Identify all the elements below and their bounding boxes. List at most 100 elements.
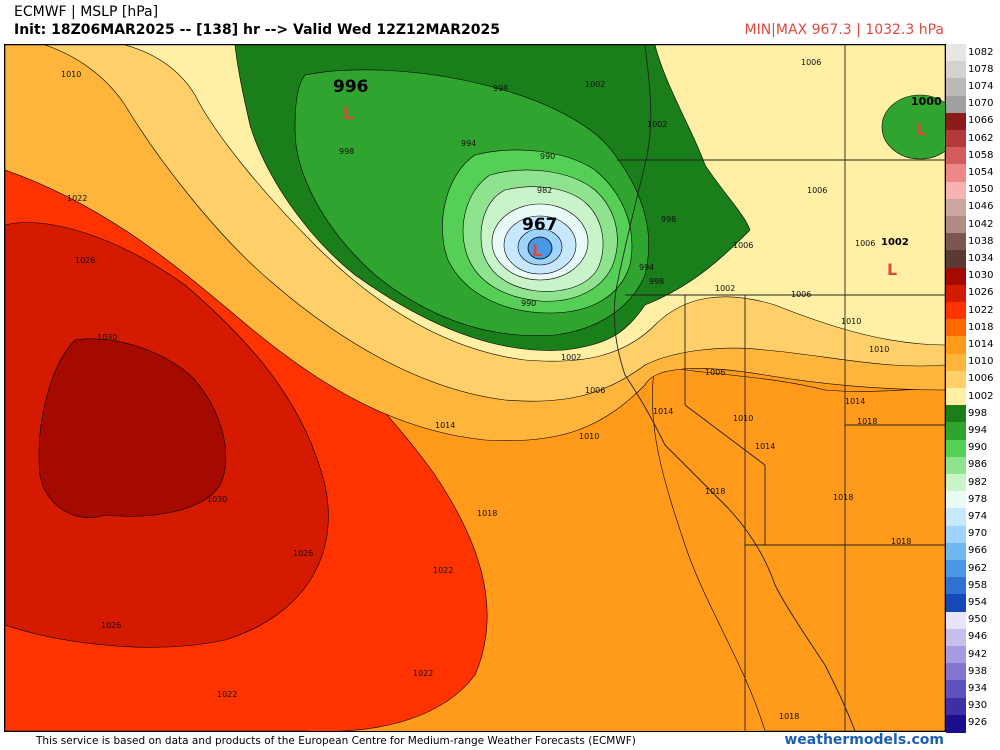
isobar-label: 1030	[207, 495, 227, 504]
legend-label: 1050	[968, 184, 994, 196]
isobar-label: 1006	[807, 186, 827, 195]
isobar-label: 1006	[791, 290, 811, 299]
legend-swatch	[946, 130, 966, 148]
isobar-label: 1002	[715, 284, 735, 293]
pressure-map: 1010 1022 1026 1030 1030 1026 1026 1022 …	[4, 44, 946, 732]
legend-swatch	[946, 250, 966, 269]
color-legend: 1082 1078 1074 1070 1066 1062 1058 1054 1050 1046…	[946, 44, 1000, 733]
brand-link[interactable]: weathermodels.com	[784, 732, 944, 748]
legend-label: 946	[968, 631, 988, 643]
legend-swatch	[946, 697, 966, 716]
isobar-label: 994	[639, 263, 654, 272]
legend-swatch	[946, 422, 966, 441]
legend-swatch	[946, 302, 966, 320]
legend-label: 1038	[968, 235, 994, 247]
legend-label: 986	[968, 459, 988, 471]
coastline	[613, 45, 856, 731]
legend-label: 1034	[968, 253, 994, 264]
legend-label: 990	[968, 442, 988, 454]
legend-swatch	[946, 319, 966, 338]
isobar-label: 998	[339, 147, 354, 156]
legend-label: 982	[968, 476, 988, 488]
isobar-labels: 1010 1022 1026 1030 1030 1026 1026 1022 …	[61, 58, 911, 721]
isobar-label: 982	[537, 186, 552, 195]
isobar-label: 1030	[97, 333, 117, 342]
isobar-label: 1018	[779, 712, 799, 721]
legend-label: 978	[968, 493, 988, 505]
legend-swatch	[946, 353, 966, 372]
legend-swatch	[946, 78, 966, 97]
legend-swatch	[946, 680, 966, 699]
min-max-readout: MIN|MAX 967.3 | 1032.3 hPa	[744, 22, 945, 38]
legend-label: 1022	[968, 304, 994, 316]
legend-swatch	[946, 405, 966, 424]
isobar-label: 1026	[75, 256, 95, 265]
legend-swatch	[946, 198, 966, 217]
isobar-label: 1002	[647, 120, 667, 129]
legend-label: 938	[968, 665, 988, 677]
legend-swatch	[946, 147, 966, 166]
isobar-label: 1010	[579, 432, 599, 441]
center-value: 996	[333, 77, 369, 97]
legend-swatch	[946, 508, 966, 527]
legend-swatch	[946, 61, 966, 80]
isobar-label: 1022	[67, 194, 87, 203]
legend-swatch	[946, 491, 966, 510]
legend-label: 962	[968, 562, 988, 574]
legend-label: 1070	[968, 98, 994, 110]
isobar-label: 1026	[293, 549, 313, 558]
legend-label: 1042	[968, 218, 994, 230]
isobar-label: 998	[661, 215, 676, 224]
isobar-label: 1014	[845, 397, 865, 406]
legend-swatch	[946, 456, 966, 475]
isobar-label: 1006	[585, 386, 605, 395]
legend-label: 974	[968, 511, 988, 522]
legend-swatch	[946, 439, 966, 458]
legend-swatch	[946, 594, 966, 613]
isobar-label: 1022	[217, 690, 237, 699]
isobar-label: 1022	[433, 566, 453, 575]
low-symbol: L	[532, 241, 542, 260]
legend-label: 1082	[968, 46, 994, 58]
isobar-label: 1018	[891, 537, 911, 546]
legend-label: 1030	[968, 270, 994, 282]
legend-label: 1014	[968, 339, 994, 350]
legend-swatch	[946, 267, 966, 286]
legend-label: 998	[968, 407, 988, 419]
isobar-label: 1002	[561, 353, 581, 362]
chart-title: ECMWF | MSLP [hPa]	[14, 4, 159, 20]
low-center-interior: 1002 L	[881, 237, 909, 279]
legend-label: 1018	[968, 321, 994, 333]
field-966	[527, 236, 553, 260]
legend-label: 930	[968, 700, 988, 712]
low-symbol: L	[916, 120, 926, 139]
legend-swatch	[946, 284, 966, 303]
low-center-north: 996 L	[333, 77, 369, 124]
isobar-label: 994	[461, 139, 476, 148]
legend-swatch	[946, 577, 966, 596]
isobar-label: 990	[540, 152, 555, 161]
legend-label: 954	[968, 597, 988, 608]
low-symbol: L	[343, 104, 354, 124]
isobar-label: 1006	[705, 368, 725, 377]
field-1030	[38, 338, 227, 518]
state-borders	[617, 45, 945, 731]
legend-label: 1002	[968, 390, 994, 402]
isobar-label: 1018	[705, 487, 725, 496]
legend-swatch	[946, 611, 966, 630]
pressure-map-svg: 1010 1022 1026 1030 1030 1026 1026 1022 …	[5, 45, 945, 731]
legend-label: 970	[968, 528, 988, 540]
legend-label: 1046	[968, 201, 994, 213]
field-998-ne	[881, 94, 945, 160]
low-symbol: L	[887, 260, 897, 279]
legend-swatch	[946, 164, 966, 183]
isobar-label: 1014	[653, 407, 673, 416]
legend-swatch	[946, 181, 966, 200]
field-1014-east	[652, 364, 945, 731]
legend-label: 1006	[968, 373, 994, 385]
isobar-label: 1018	[857, 417, 877, 426]
isobar-label: 1006	[855, 239, 875, 248]
legend-label: 942	[968, 648, 988, 660]
isobar-label: 1022	[413, 669, 433, 678]
legend-label: 1066	[968, 115, 994, 127]
